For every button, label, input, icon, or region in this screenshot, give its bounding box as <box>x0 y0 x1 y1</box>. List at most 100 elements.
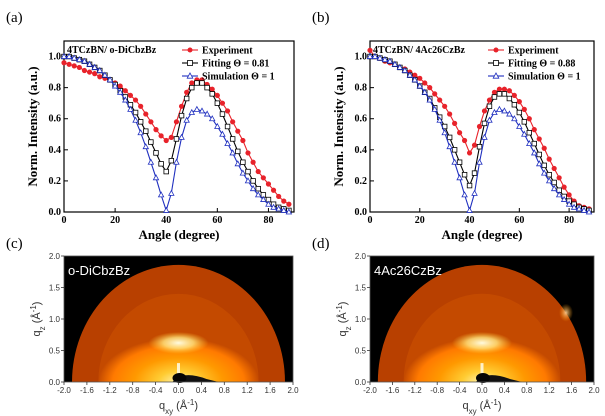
x-tick-label: 60 <box>212 215 222 226</box>
y-tick-label: 0.8 <box>49 83 62 94</box>
data-point <box>466 206 473 213</box>
data-point <box>451 158 458 165</box>
data-point <box>516 109 523 116</box>
data-point <box>245 150 251 156</box>
data-point <box>224 108 231 114</box>
data-point <box>81 67 88 74</box>
chart-b-angular-intensity: 0 20 40 60 80 0.0 0.2 0.4 0.6 0.8 1.0 Angle (degree… <box>331 40 595 242</box>
x-tick-label: -1.2 <box>408 386 422 395</box>
data-point <box>580 206 588 213</box>
data-point <box>471 170 478 176</box>
data-point <box>173 119 180 125</box>
data-point <box>280 206 288 213</box>
data-point <box>153 127 159 133</box>
data-point <box>122 88 128 94</box>
data-point <box>168 157 175 164</box>
panel-label-c: (c) <box>6 236 23 252</box>
data-point <box>496 86 503 92</box>
data-point <box>198 107 206 114</box>
data-point <box>441 129 448 136</box>
data-point <box>516 99 522 105</box>
data-point <box>521 106 527 112</box>
data-point <box>71 63 77 69</box>
data-point <box>516 122 523 129</box>
bright-spot <box>148 331 209 354</box>
data-point <box>376 54 384 61</box>
data-point <box>422 80 428 86</box>
data-point <box>163 137 169 144</box>
data-point <box>265 181 272 187</box>
data-point <box>234 160 242 167</box>
bright-spot <box>452 331 512 354</box>
data-point <box>446 143 453 150</box>
data-point <box>427 85 433 91</box>
data-point <box>442 103 448 109</box>
data-point <box>491 108 498 115</box>
x-tick-label: -0.8 <box>430 386 444 395</box>
y-tick-label: 0.2 <box>355 176 368 187</box>
x-tick-label: 1.6 <box>566 386 578 395</box>
legend-entry-0: Experiment <box>202 46 253 57</box>
data-point <box>481 133 488 140</box>
x-tick-label: 40 <box>161 215 171 226</box>
data-point <box>239 169 247 176</box>
data-point <box>446 134 453 141</box>
y-tick-label: 0.0 <box>355 378 367 387</box>
y-axis-label: qz (Å-1) <box>29 302 47 337</box>
data-point <box>214 122 221 129</box>
data-point <box>245 168 251 175</box>
data-point <box>152 174 160 181</box>
gisaxs-map-c: o-DiCbzBz -2.0 -1.6 -1.2 -0.8 -0.4 0.0 0.4 0.8 1.… <box>29 252 300 416</box>
y-tick-label: 1.0 <box>355 52 368 63</box>
data-point <box>219 111 226 117</box>
data-point <box>531 140 537 147</box>
x-tick-label: -1.6 <box>80 386 94 395</box>
data-point <box>244 177 252 184</box>
data-point <box>240 137 246 144</box>
data-point <box>447 111 453 117</box>
y-tick-label: 2.0 <box>355 252 367 261</box>
legend-marker <box>187 47 193 53</box>
data-point <box>541 145 547 151</box>
data-point <box>76 64 82 71</box>
data-point <box>235 148 241 155</box>
data-point <box>132 109 139 116</box>
data-point <box>461 171 468 178</box>
data-point <box>60 52 68 59</box>
panel-label-d: (d) <box>312 236 330 252</box>
data-point <box>491 89 498 95</box>
data-point <box>116 88 124 95</box>
y-tick-label: 1.5 <box>49 284 61 293</box>
legend-entry-1: Fitting Θ = 0.88 <box>508 59 575 70</box>
specular-streak <box>177 363 180 382</box>
data-point <box>511 115 518 122</box>
legend-entry-1: Fitting Θ = 0.81 <box>202 59 269 70</box>
data-point <box>254 191 262 198</box>
data-point <box>456 159 463 165</box>
gisaxs-map-d: 4Ac26CzBz -2.0 -1.6 -1.2 -0.8 -0.4 0.0 0.4 0.8 1.… <box>335 252 601 416</box>
data-point <box>575 205 583 212</box>
data-point <box>127 105 134 112</box>
data-point <box>421 88 429 95</box>
data-point <box>148 119 154 125</box>
legend-entry-2: Simulation Θ = 1 <box>508 72 581 83</box>
data-point <box>193 105 201 112</box>
data-point <box>275 205 282 212</box>
x-axis-label: Angle (degree) <box>442 227 523 242</box>
inset-sample-label: 4TCzBN/ 4Ac26CzBz <box>373 45 465 56</box>
data-point <box>481 120 488 127</box>
x-tick-label: 0.8 <box>521 386 533 395</box>
y-tick-label: 1.5 <box>355 284 367 293</box>
data-point <box>566 192 572 198</box>
data-point <box>178 112 185 119</box>
data-point <box>386 57 394 64</box>
data-point <box>396 63 404 70</box>
data-point <box>545 177 553 184</box>
data-point <box>531 127 537 133</box>
data-point <box>536 136 542 142</box>
data-point <box>486 116 493 123</box>
x-tick-label: 0.8 <box>219 386 231 395</box>
sample-image-label: 4Ac26CzBz <box>374 263 442 278</box>
data-point <box>184 89 190 95</box>
